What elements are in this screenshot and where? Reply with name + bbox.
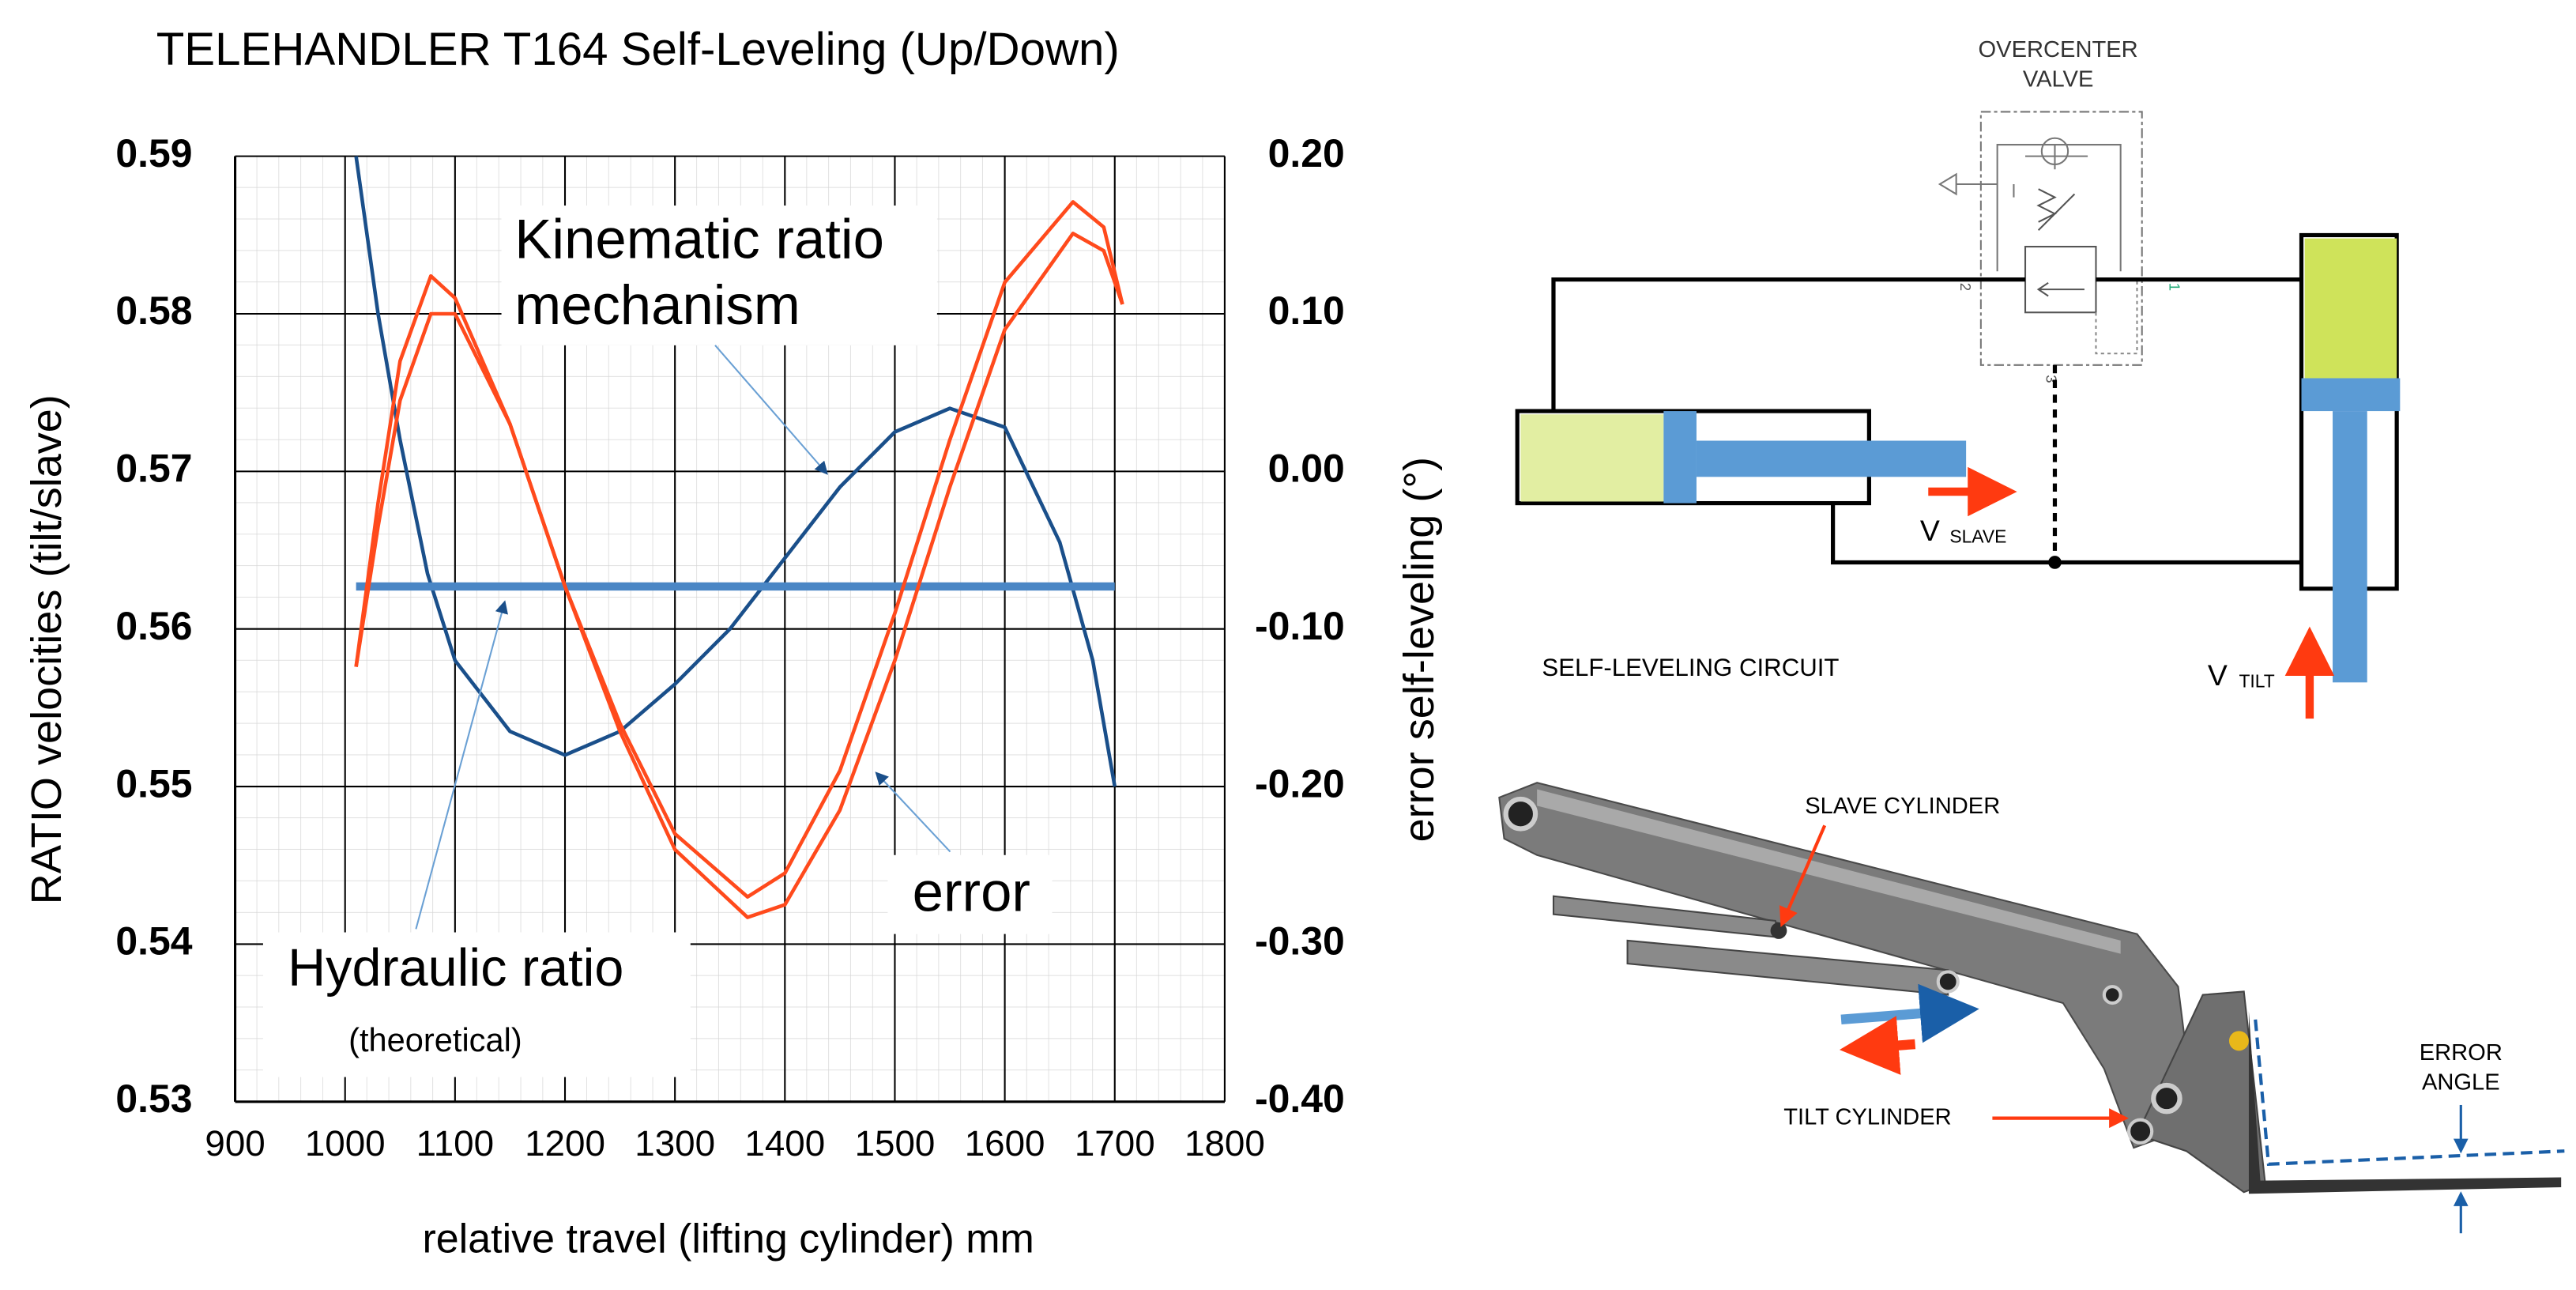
pin bbox=[2102, 985, 2122, 1005]
annotation-box bbox=[887, 854, 1053, 934]
tick-labels: 900 1000 1100 1200 1300 1400 1500 1600 1700 1800 0… bbox=[115, 131, 1344, 1164]
check-valve bbox=[2040, 137, 2069, 166]
x-tick-label: 1300 bbox=[635, 1123, 715, 1164]
y-tick-label: 0.54 bbox=[115, 919, 192, 964]
y-tick-label: 0.57 bbox=[115, 447, 192, 491]
valve-lines bbox=[1956, 144, 2122, 272]
y2-tick-label: -0.20 bbox=[1255, 761, 1345, 805]
spring bbox=[2036, 188, 2076, 231]
component-label: SLAVE CYLINDER bbox=[1805, 794, 2000, 819]
pin bbox=[1936, 970, 1960, 994]
y-axis-label: RATIO velocities (tilt/slave) bbox=[23, 394, 70, 904]
y2-tick-label: -0.40 bbox=[1255, 1077, 1345, 1121]
port-label: 3 bbox=[2043, 375, 2059, 383]
series bbox=[354, 156, 1124, 919]
junction bbox=[2048, 556, 2062, 569]
leader-line bbox=[714, 345, 828, 475]
rod bbox=[1696, 440, 1967, 477]
x-tick-label: 1100 bbox=[416, 1123, 494, 1164]
v-slave: V bbox=[1920, 514, 1940, 547]
piston bbox=[2301, 378, 2401, 412]
x-tick-label: 1200 bbox=[525, 1123, 605, 1164]
grease-point bbox=[2228, 1031, 2249, 1051]
cylinder-oil bbox=[1520, 414, 1664, 502]
v-slave-sub: SLAVE bbox=[1949, 526, 2006, 546]
valve-title: OVERCENTER bbox=[1979, 37, 2138, 62]
y2-tick-label: -0.10 bbox=[1255, 604, 1345, 648]
y2-tick-label: -0.30 bbox=[1255, 919, 1345, 964]
annotation: (theoretical) bbox=[348, 1021, 522, 1058]
pointer bbox=[1779, 824, 1827, 927]
x-tick-label: 1000 bbox=[305, 1123, 386, 1164]
y2-axis-label: error self-leveling (°) bbox=[1395, 457, 1443, 842]
boom bbox=[1498, 782, 2187, 1149]
piston bbox=[1663, 411, 1697, 504]
annotation: Kinematic ratio bbox=[514, 208, 884, 270]
annotation: Hydraulic ratio bbox=[288, 939, 623, 998]
pin bbox=[2126, 1118, 2154, 1145]
y-tick-label: 0.55 bbox=[115, 761, 192, 805]
pin bbox=[1503, 796, 1538, 832]
series-line bbox=[354, 156, 1117, 787]
boom-highlight bbox=[1537, 789, 2121, 954]
spool-arrow bbox=[2036, 281, 2085, 297]
drain bbox=[2095, 279, 2138, 355]
x-tick-label: 1700 bbox=[1075, 1123, 1155, 1164]
pilot bbox=[1938, 172, 1957, 196]
x-tick-label: 1800 bbox=[1184, 1123, 1265, 1164]
motion-arrow bbox=[1839, 1016, 1916, 1075]
y-tick-label: 0.56 bbox=[115, 604, 192, 648]
x-tick-label: 900 bbox=[205, 1123, 265, 1164]
pin bbox=[2151, 1082, 2182, 1115]
annotation-box bbox=[501, 206, 937, 345]
y-tick-label: 0.58 bbox=[115, 289, 192, 333]
x-tick-label: 1400 bbox=[744, 1123, 825, 1164]
y2-tick-label: 0.00 bbox=[1268, 447, 1345, 491]
y-tick-label: 0.53 bbox=[115, 1077, 192, 1121]
series-line bbox=[354, 200, 1124, 899]
cylinder-oil bbox=[2304, 238, 2397, 379]
series-line bbox=[354, 232, 1124, 919]
annotation: error bbox=[913, 860, 1030, 922]
y2-tick-label: 0.10 bbox=[1268, 289, 1345, 333]
valve-title: VALVE bbox=[2023, 67, 2094, 92]
x-axis-label: relative travel (lifting cylinder) mm bbox=[422, 1216, 1034, 1262]
x-tick-label: 1500 bbox=[855, 1123, 936, 1164]
port-label: 2 bbox=[1957, 283, 1974, 291]
telehandler-illustration: SLAVE CYLINDER TILT CYLINDER ERROR ANGLE bbox=[1498, 782, 2565, 1234]
chart-title: TELEHANDLER T164 Self-Leveling (Up/Down) bbox=[156, 24, 1120, 75]
x-tick-label: 1600 bbox=[965, 1123, 1045, 1164]
rod bbox=[2333, 411, 2367, 683]
annotation: mechanism bbox=[514, 273, 800, 336]
angle-label: ANGLE bbox=[2422, 1070, 2500, 1096]
y2-tick-label: 0.20 bbox=[1268, 131, 1345, 175]
circuit-label: SELF-LEVELING CIRCUIT bbox=[1542, 654, 1839, 681]
v-tilt: V bbox=[2208, 658, 2228, 692]
pin bbox=[1770, 922, 1787, 939]
v-tilt-sub: TILT bbox=[2239, 670, 2274, 691]
fork bbox=[2248, 1011, 2562, 1194]
leader-line bbox=[875, 771, 951, 853]
motion-arrow bbox=[1840, 983, 1979, 1043]
spool bbox=[2024, 246, 2097, 314]
fork-reference bbox=[2254, 1019, 2565, 1167]
hydraulic-line bbox=[1551, 277, 2302, 565]
annotation-box bbox=[262, 932, 691, 1077]
angle-label: ERROR bbox=[2420, 1040, 2503, 1066]
port-label: 1 bbox=[2166, 283, 2182, 291]
component-label: TILT CYLINDER bbox=[1783, 1104, 1951, 1130]
leader-line bbox=[415, 600, 508, 930]
y-tick-label: 0.59 bbox=[115, 131, 192, 175]
circuit-diagram: OVERCENTER VALVE 2 1 3 V SLAVE V TILT SE… bbox=[1515, 37, 2401, 719]
valve-box bbox=[1979, 111, 2143, 366]
